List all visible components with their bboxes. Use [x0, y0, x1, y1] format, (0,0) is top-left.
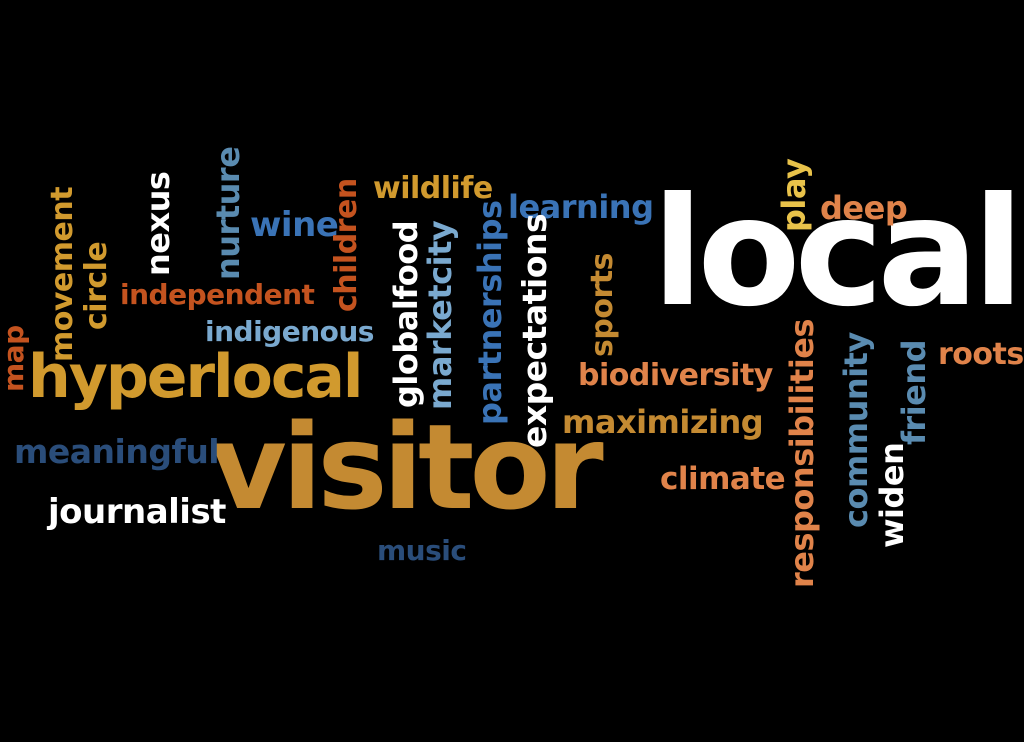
word-journalist: journalist [48, 492, 226, 532]
word-partnerships: partnerships [471, 200, 509, 425]
word-climate: climate [660, 461, 786, 497]
word-community: community [837, 332, 875, 528]
word-indigenous: indigenous [205, 315, 374, 348]
word-responsibilities: responsibilities [783, 318, 821, 588]
word-local: local [652, 166, 1024, 340]
word-hyperlocal: hyperlocal [28, 342, 363, 412]
word-children: children [329, 178, 364, 312]
word-learning: learning [508, 188, 654, 226]
word-marketcity: marketcity [421, 220, 459, 410]
word-sports: sports [585, 253, 620, 357]
word-expectations: expectations [515, 213, 554, 448]
word-play: play [775, 158, 813, 232]
word-friend: friend [895, 339, 933, 445]
word-movement: movement [45, 186, 80, 362]
word-independent: independent [120, 278, 315, 311]
word-music: music [377, 534, 467, 567]
word-wine: wine [250, 205, 339, 245]
word-maximizing: maximizing [562, 403, 764, 441]
word-meaningful: meaningful [14, 432, 220, 471]
word-globalfood: globalfood [387, 220, 425, 408]
word-biodiversity: biodiversity [578, 358, 773, 393]
word-nexus: nexus [139, 171, 177, 276]
word-map: map [0, 325, 30, 392]
word-circle: circle [79, 241, 114, 330]
word-deep: deep [820, 189, 908, 227]
word-nurture: nurture [209, 146, 247, 280]
word-widen: widen [873, 442, 911, 548]
word-roots: roots [938, 337, 1024, 372]
word-visitor: visitor [210, 398, 604, 536]
word-wildlife: wildlife [373, 171, 493, 206]
